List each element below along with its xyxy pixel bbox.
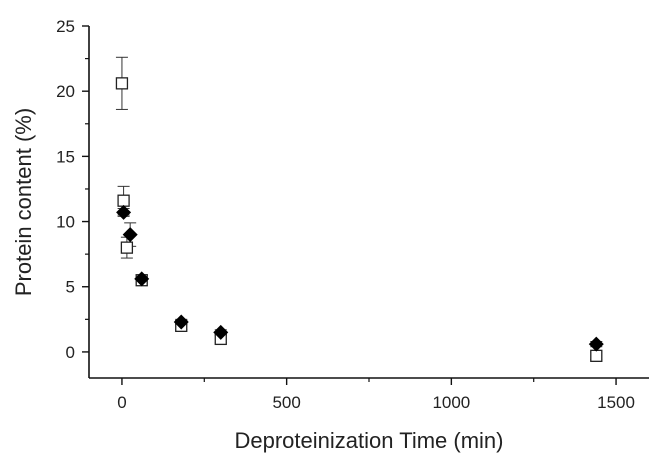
- filled-diamond-point: [173, 314, 189, 330]
- data-points: [115, 77, 604, 362]
- y-tick-label: 25: [56, 17, 75, 36]
- x-tick-label: 1500: [597, 393, 635, 412]
- axis-ticks: 0 500 1000 1500 0 5 10 15 20 25: [56, 17, 635, 412]
- y-axis-label: Protein content (%): [11, 108, 36, 296]
- error-bars: [115, 56, 603, 361]
- open-square-point: [117, 194, 130, 207]
- y-tick-label: 0: [66, 343, 75, 362]
- filled-diamond-point: [122, 227, 138, 243]
- axes: [88, 26, 649, 379]
- open-square-point: [590, 349, 603, 362]
- filled-diamond-point: [588, 336, 604, 352]
- y-tick-label: 15: [56, 147, 75, 166]
- x-axis-label: Deproteinization Time (min): [235, 428, 504, 453]
- y-tick-label: 5: [66, 278, 75, 297]
- x-tick-label: 500: [272, 393, 300, 412]
- open-square-point: [120, 241, 134, 254]
- x-tick-label: 1000: [432, 393, 470, 412]
- filled-diamond-point: [213, 324, 229, 340]
- x-tick-label: 0: [117, 393, 126, 412]
- y-tick-label: 20: [56, 82, 75, 101]
- open-square-point: [115, 77, 129, 90]
- filled-diamond-point: [134, 271, 150, 287]
- y-tick-label: 10: [56, 213, 75, 232]
- filled-diamond-point: [116, 204, 132, 220]
